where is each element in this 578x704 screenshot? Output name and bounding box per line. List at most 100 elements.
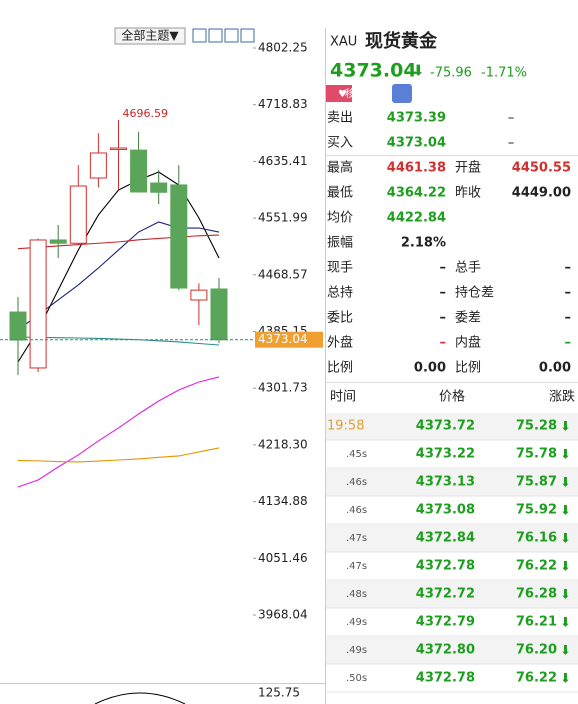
y-tick-label: 4635.41: [258, 154, 308, 168]
quote-label: 委差: [455, 311, 481, 326]
quote-value: 0.00: [414, 361, 446, 376]
tick-arrow: ⬇: [560, 532, 571, 547]
y-tick-label: 3968.04: [258, 608, 308, 622]
tick-row-bg: [326, 609, 578, 636]
remove-button-label[interactable]: 移除: [345, 87, 365, 100]
tick-row-bg: [326, 469, 578, 496]
quote-label: 开盘: [455, 160, 481, 176]
candle-body: [9, 311, 27, 341]
tick-price: 4372.80: [416, 643, 475, 658]
remove-button[interactable]: [326, 85, 352, 102]
y-tick-label: 4134.88: [258, 494, 308, 508]
tick-time: .45s: [346, 449, 367, 460]
tick-price: 4373.22: [416, 447, 475, 462]
quote-label: 内盘: [455, 335, 481, 351]
quote-value: –: [440, 286, 447, 301]
tick-price: 4372.79: [416, 615, 475, 630]
quote-label: 买入: [327, 136, 353, 151]
quote-value: 2.18%: [401, 236, 446, 251]
tick-row-bg: [326, 665, 578, 692]
theme-button[interactable]: [114, 27, 186, 45]
symbol: XAU: [330, 35, 357, 50]
price: 4373.04: [330, 60, 417, 82]
tick-arrow: ⬇: [560, 504, 571, 519]
y-tick-label: 4551.99: [258, 211, 308, 225]
candle-body: [130, 149, 148, 193]
instrument-name: 现货黄金: [365, 30, 438, 52]
candle-body: [170, 184, 188, 289]
tick-arrow: ⬇: [560, 588, 571, 603]
change-pct: -1.71%: [481, 66, 527, 81]
quote-label: 均价: [327, 211, 353, 226]
quote-label: –: [508, 136, 515, 151]
quote-label: –: [508, 111, 515, 126]
quote-value: –: [440, 261, 447, 276]
y-tick-label: 4218.30: [258, 437, 308, 451]
heart-icon: ♥: [338, 89, 347, 100]
tick-change: 76.16: [516, 531, 557, 546]
tick-change: 76.28: [516, 587, 557, 602]
tick-price: 4373.08: [416, 503, 475, 518]
y-tick-label: 4468.57: [258, 267, 308, 281]
alert-button[interactable]: [392, 84, 412, 103]
quote-label: 振幅: [327, 236, 353, 251]
quote-value: 4461.38: [387, 161, 446, 176]
tick-time: .49s: [346, 617, 367, 628]
quote-label: 最高: [327, 160, 353, 176]
price-tag: [255, 331, 323, 348]
quote-label: 总手: [455, 261, 481, 276]
tick-row-bg: [326, 441, 578, 468]
tick-price: 4372.78: [416, 559, 475, 574]
moving-average: [17, 336, 220, 346]
tick-row-bg: [326, 497, 578, 524]
price-tag-label: 4373.04: [258, 332, 308, 346]
tick-arrow: ⬇: [560, 672, 571, 687]
tick-price: 4372.72: [416, 587, 475, 602]
tick-row-bg: [326, 525, 578, 552]
tick-change: 75.92: [516, 503, 557, 518]
tick-header: 价格: [439, 389, 465, 405]
y-tick-label: 4718.83: [258, 97, 308, 111]
quote-value: –: [565, 336, 572, 351]
tick-arrow: ⬇: [560, 420, 571, 435]
quote-value: –: [565, 261, 572, 276]
tick-time: .48s: [346, 589, 367, 600]
tick-time: .50s: [346, 673, 367, 684]
candle-body: [49, 239, 67, 244]
quote-value: 4373.04: [387, 136, 446, 151]
tick-change: 76.22: [516, 671, 557, 686]
tick-arrow: ⬇: [560, 616, 571, 631]
tick-time: .47s: [346, 561, 367, 572]
down-arrow: ⬇: [412, 62, 425, 80]
quote-value: 4373.39: [387, 111, 446, 126]
tick-time: .46s: [346, 505, 367, 516]
quote-label: 比例: [327, 361, 353, 376]
tick-row-bg: [326, 553, 578, 580]
candle-body: [190, 289, 208, 301]
tick-change: 75.87: [516, 475, 557, 490]
tick-row-bg: [326, 413, 578, 440]
tick-price: 4373.72: [416, 419, 475, 434]
moving-average: [17, 376, 220, 488]
tick-change: 76.22: [516, 559, 557, 574]
tick-time: .46s: [346, 477, 367, 488]
tick-price: 4372.78: [416, 671, 475, 686]
tick-header: 时间: [330, 390, 356, 405]
toolbar-icons[interactable]: [192, 28, 255, 43]
quote-label: 比例: [455, 361, 481, 376]
quote-value: –: [565, 286, 572, 301]
tick-price: 4372.84: [416, 531, 475, 546]
tick-arrow: ⬇: [560, 448, 571, 463]
quote-label: 最低: [327, 186, 353, 201]
quote-value: –: [440, 336, 447, 351]
tick-time: 19:58: [327, 419, 364, 434]
quote-value: 4450.55: [512, 161, 571, 176]
quote-label: 持仓差: [455, 286, 494, 301]
tick-arrow: ⬇: [560, 476, 571, 491]
tick-change: 76.20: [516, 643, 557, 658]
quote-label: 委比: [327, 311, 353, 326]
theme-button-label[interactable]: 全部主题▼: [121, 28, 179, 43]
candle-body: [110, 147, 127, 150]
quote-label: 现手: [327, 261, 353, 276]
